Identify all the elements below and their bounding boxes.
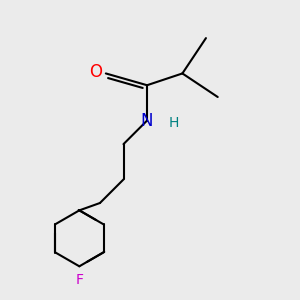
Text: N: N (141, 112, 153, 130)
Text: O: O (89, 63, 102, 81)
Text: F: F (75, 273, 83, 286)
Text: H: H (168, 116, 179, 130)
